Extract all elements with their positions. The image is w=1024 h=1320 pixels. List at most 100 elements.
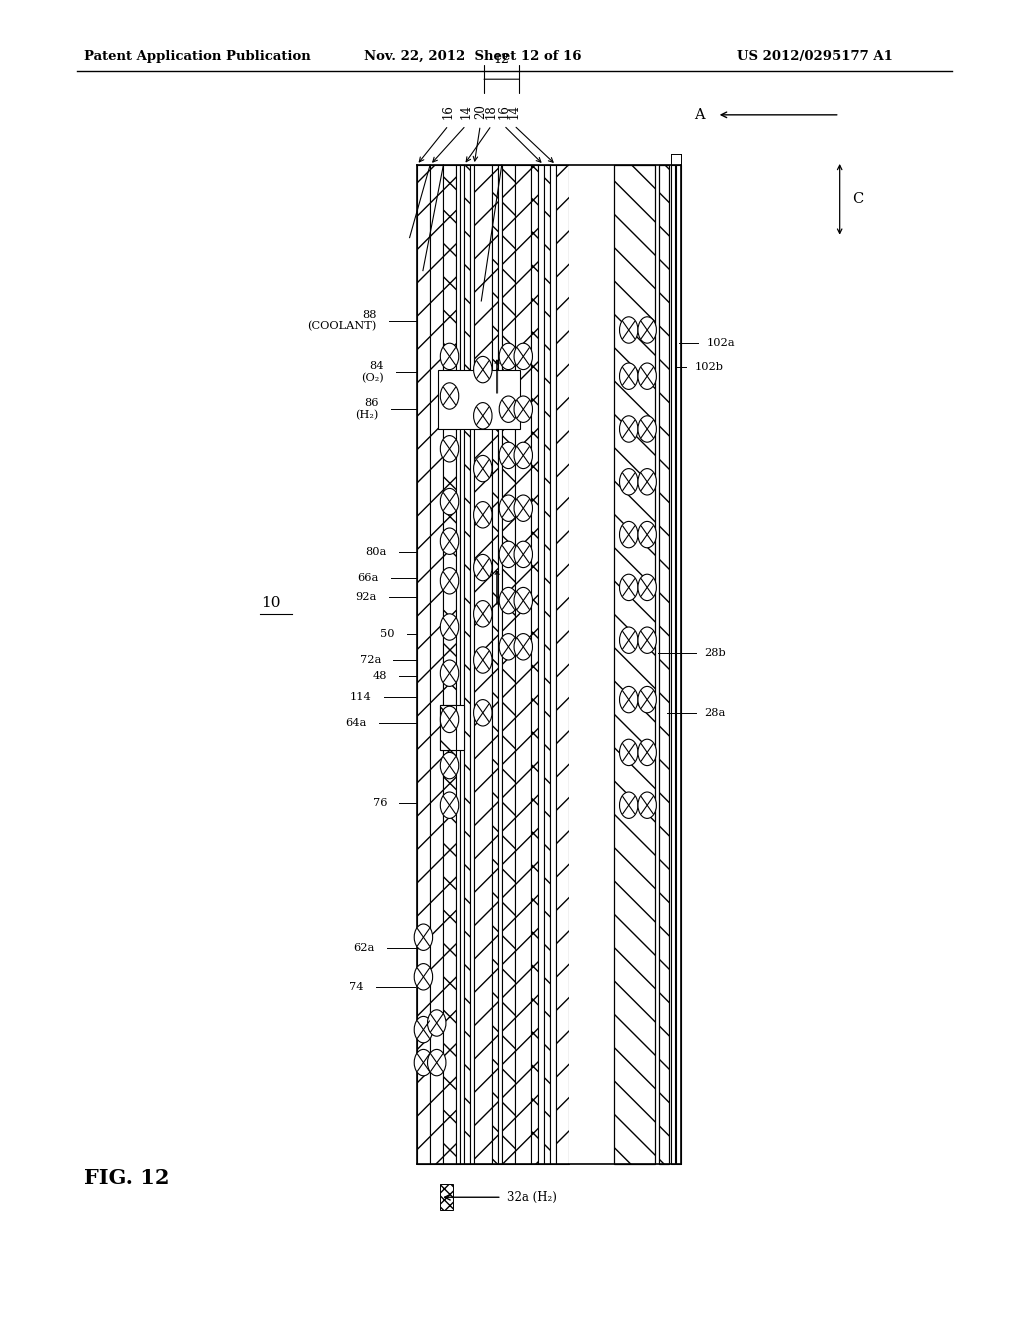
Ellipse shape: [473, 554, 493, 581]
Ellipse shape: [514, 343, 532, 370]
Ellipse shape: [440, 614, 459, 640]
Text: 10: 10: [261, 595, 281, 610]
Ellipse shape: [473, 647, 493, 673]
Ellipse shape: [500, 495, 517, 521]
Bar: [614, 165, 655, 1164]
Text: 20: 20: [474, 104, 486, 119]
Ellipse shape: [638, 792, 656, 818]
Bar: [671, 165, 675, 1164]
Ellipse shape: [514, 495, 532, 521]
Bar: [492, 165, 498, 1164]
Ellipse shape: [414, 1016, 432, 1043]
Bar: [460, 165, 464, 1164]
Ellipse shape: [500, 442, 517, 469]
Text: 92a: 92a: [355, 591, 377, 602]
Ellipse shape: [620, 416, 638, 442]
Text: 80a: 80a: [366, 546, 387, 557]
Text: 14: 14: [460, 104, 472, 119]
Ellipse shape: [440, 383, 459, 409]
Ellipse shape: [620, 627, 638, 653]
Ellipse shape: [440, 528, 459, 554]
Text: 14: 14: [508, 104, 520, 119]
Text: 84
(O₂): 84 (O₂): [361, 362, 384, 383]
Ellipse shape: [638, 739, 656, 766]
Ellipse shape: [638, 469, 656, 495]
Text: 88
(COOLANT): 88 (COOLANT): [307, 310, 377, 331]
Ellipse shape: [620, 686, 638, 713]
Ellipse shape: [514, 442, 532, 469]
Ellipse shape: [473, 455, 493, 482]
Ellipse shape: [414, 964, 432, 990]
Bar: [550, 165, 556, 1164]
Text: 62a: 62a: [353, 942, 375, 953]
Ellipse shape: [428, 1010, 446, 1036]
Bar: [440, 1184, 453, 1210]
Ellipse shape: [500, 587, 517, 614]
Text: 12: 12: [494, 53, 510, 66]
Bar: [569, 165, 614, 1164]
Bar: [538, 165, 544, 1164]
Text: 86
(H₂): 86 (H₂): [355, 399, 379, 420]
Ellipse shape: [620, 469, 638, 495]
Ellipse shape: [620, 363, 638, 389]
Ellipse shape: [414, 924, 432, 950]
Bar: [544, 165, 550, 1164]
Text: A: A: [694, 108, 705, 121]
Text: 102b: 102b: [694, 362, 723, 372]
Bar: [515, 165, 531, 1164]
Ellipse shape: [440, 436, 459, 462]
Text: 28a: 28a: [705, 708, 726, 718]
Ellipse shape: [473, 356, 493, 383]
Text: 64a: 64a: [345, 718, 367, 729]
Ellipse shape: [440, 792, 459, 818]
Text: 102a: 102a: [707, 338, 735, 348]
Ellipse shape: [500, 541, 517, 568]
Bar: [470, 165, 474, 1164]
Ellipse shape: [440, 343, 459, 370]
Bar: [464, 165, 470, 1164]
Bar: [438, 370, 520, 429]
Bar: [659, 165, 669, 1164]
Ellipse shape: [514, 541, 532, 568]
Ellipse shape: [440, 660, 459, 686]
Bar: [443, 165, 456, 1164]
Bar: [676, 165, 681, 1164]
Ellipse shape: [514, 634, 532, 660]
Bar: [417, 165, 430, 1164]
Ellipse shape: [638, 686, 656, 713]
Ellipse shape: [440, 706, 459, 733]
Text: 16: 16: [442, 104, 455, 119]
Ellipse shape: [500, 343, 517, 370]
Text: C: C: [852, 193, 863, 206]
Text: 28b: 28b: [705, 648, 726, 659]
Ellipse shape: [414, 1049, 432, 1076]
Ellipse shape: [638, 627, 656, 653]
Bar: [498, 165, 502, 1164]
Ellipse shape: [473, 601, 493, 627]
Ellipse shape: [440, 488, 459, 515]
Text: US 2012/0295177 A1: US 2012/0295177 A1: [737, 50, 893, 63]
Text: 114: 114: [350, 692, 372, 702]
Ellipse shape: [638, 416, 656, 442]
Ellipse shape: [440, 568, 459, 594]
Bar: [440, 705, 464, 750]
Text: Nov. 22, 2012  Sheet 12 of 16: Nov. 22, 2012 Sheet 12 of 16: [364, 50, 581, 63]
Ellipse shape: [500, 396, 517, 422]
Ellipse shape: [440, 752, 459, 779]
Bar: [531, 165, 538, 1164]
Bar: [440, 705, 456, 750]
Ellipse shape: [638, 521, 656, 548]
Text: 66a: 66a: [357, 573, 379, 583]
Ellipse shape: [638, 363, 656, 389]
Ellipse shape: [500, 634, 517, 660]
Ellipse shape: [473, 403, 493, 429]
Ellipse shape: [638, 317, 656, 343]
Ellipse shape: [638, 574, 656, 601]
Text: 74: 74: [349, 982, 364, 993]
Text: 76: 76: [373, 797, 387, 808]
Bar: [556, 165, 569, 1164]
Ellipse shape: [514, 396, 532, 422]
Text: 16: 16: [498, 104, 510, 119]
Ellipse shape: [514, 587, 532, 614]
Ellipse shape: [620, 574, 638, 601]
